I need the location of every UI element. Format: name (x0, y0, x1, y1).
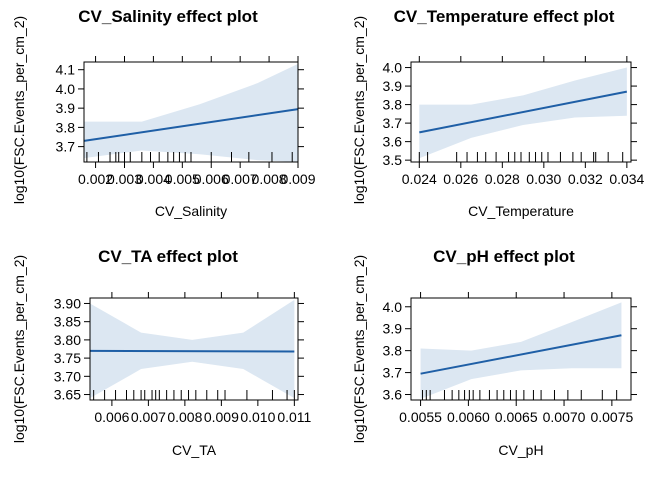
plot-frame (83, 61, 299, 163)
effect-plot-panel-1: 0.0020.0030.0040.0050.0060.0070.0080.009… (11, 7, 316, 219)
x-axis-label: CV_TA (172, 442, 217, 458)
y-tick-label: 3.8 (383, 97, 403, 113)
x-tick-label: 0.034 (609, 171, 644, 187)
confidence-band (90, 299, 295, 399)
y-tick-label: 3.75 (54, 350, 81, 366)
y-tick-label: 3.80 (54, 332, 81, 348)
plot-title: CV_Temperature effect plot (394, 7, 615, 26)
x-tick-label: 0.026 (443, 171, 478, 187)
x-tick-label: 0.009 (204, 409, 239, 425)
y-tick-label: 3.6 (383, 134, 403, 150)
x-tick-label: 0.002 (78, 171, 113, 187)
x-tick-label: 0.007 (131, 409, 166, 425)
y-tick-label: 3.70 (54, 368, 81, 384)
confidence-band (420, 302, 622, 399)
y-tick-label: 3.7 (56, 139, 76, 155)
x-tick-label: 0.0075 (590, 409, 633, 425)
y-tick-label: 3.6 (383, 387, 403, 403)
y-tick-label: 3.8 (56, 119, 76, 135)
y-tick-label: 3.5 (383, 152, 403, 168)
y-tick-label: 3.9 (383, 321, 403, 337)
plot-title: CV_TA effect plot (98, 247, 238, 266)
effect-plot-panel-2: 0.024 0.026 0.028 0.030 0.032 0.034 3.5 3.6 3.7 3… (351, 7, 645, 219)
plot-title: CV_pH effect plot (433, 247, 575, 266)
plot-title: CV_Salinity effect plot (78, 7, 258, 26)
y-tick-label: 4.1 (56, 62, 76, 78)
y-tick-label: 3.7 (383, 115, 403, 131)
y-tick-label: 3.9 (56, 100, 76, 116)
x-tick-label: 0.008 (252, 171, 287, 187)
fitted-effect-line (89, 349, 295, 353)
y-axis-label: log10(FSC.Events_per_cm_2) (11, 255, 27, 443)
x-tick-label: 0.008 (167, 409, 202, 425)
x-axis-label: CV_Temperature (468, 203, 574, 219)
y-tick-label: 3.7 (383, 365, 403, 381)
y-tick-label: 3.85 (54, 314, 81, 330)
x-axis-label: CV_Salinity (155, 203, 227, 219)
x-tick-label: 0.0065 (495, 409, 538, 425)
y-tick-label: 4.0 (383, 60, 403, 76)
effect-plot-panel-3: 0.006 0.007 0.008 0.009 0.010 0.011 3.65 3.70 3.… (11, 247, 312, 458)
y-axis-label: log10(FSC.Events_per_cm_2) (11, 16, 27, 204)
x-tick-label: 0.032 (568, 171, 603, 187)
x-tick-label: 0.024 (402, 171, 437, 187)
y-axis-label: log10(FSC.Events_per_cm_2) (351, 16, 367, 204)
y-tick-label: 3.9 (383, 78, 403, 94)
x-tick-label: 0.003 (107, 171, 142, 187)
y-tick-label: 3.90 (54, 295, 81, 311)
plot-frame (410, 61, 632, 163)
x-tick-label: 0.007 (223, 171, 258, 187)
x-tick-label: 0.0060 (447, 409, 490, 425)
x-tick-label: 0.028 (485, 171, 520, 187)
x-tick-label: 0.030 (526, 171, 561, 187)
plot-frame (89, 297, 299, 401)
x-tick-label: 0.004 (136, 171, 171, 187)
x-tick-label: 0.010 (240, 409, 275, 425)
fitted-effect-line (420, 334, 622, 375)
x-tick-label: 0.0070 (543, 409, 586, 425)
x-tick-label: 0.005 (165, 171, 200, 187)
y-tick-label: 3.65 (54, 387, 81, 403)
x-tick-label: 0.006 (194, 171, 229, 187)
x-tick-label: 0.0055 (399, 409, 442, 425)
x-tick-label: 0.006 (94, 409, 129, 425)
y-axis-label: log10(FSC.Events_per_cm_2) (351, 255, 367, 443)
confidence-band (84, 63, 298, 162)
y-tick-label: 4.0 (56, 81, 76, 97)
y-tick-label: 4.0 (383, 299, 403, 315)
x-axis-label: CV_pH (498, 442, 543, 458)
fitted-effect-line (419, 90, 628, 134)
fitted-effect-line (83, 108, 299, 142)
plot-frame (410, 297, 632, 401)
x-tick-label: 0.009 (280, 171, 315, 187)
x-tick-label: 0.011 (277, 409, 311, 425)
y-tick-label: 3.8 (383, 343, 403, 359)
effect-plot-panel-4: 0.0055 0.0060 0.0065 0.0070 0.0075 3.6 3.7 3.8 3… (351, 247, 637, 458)
